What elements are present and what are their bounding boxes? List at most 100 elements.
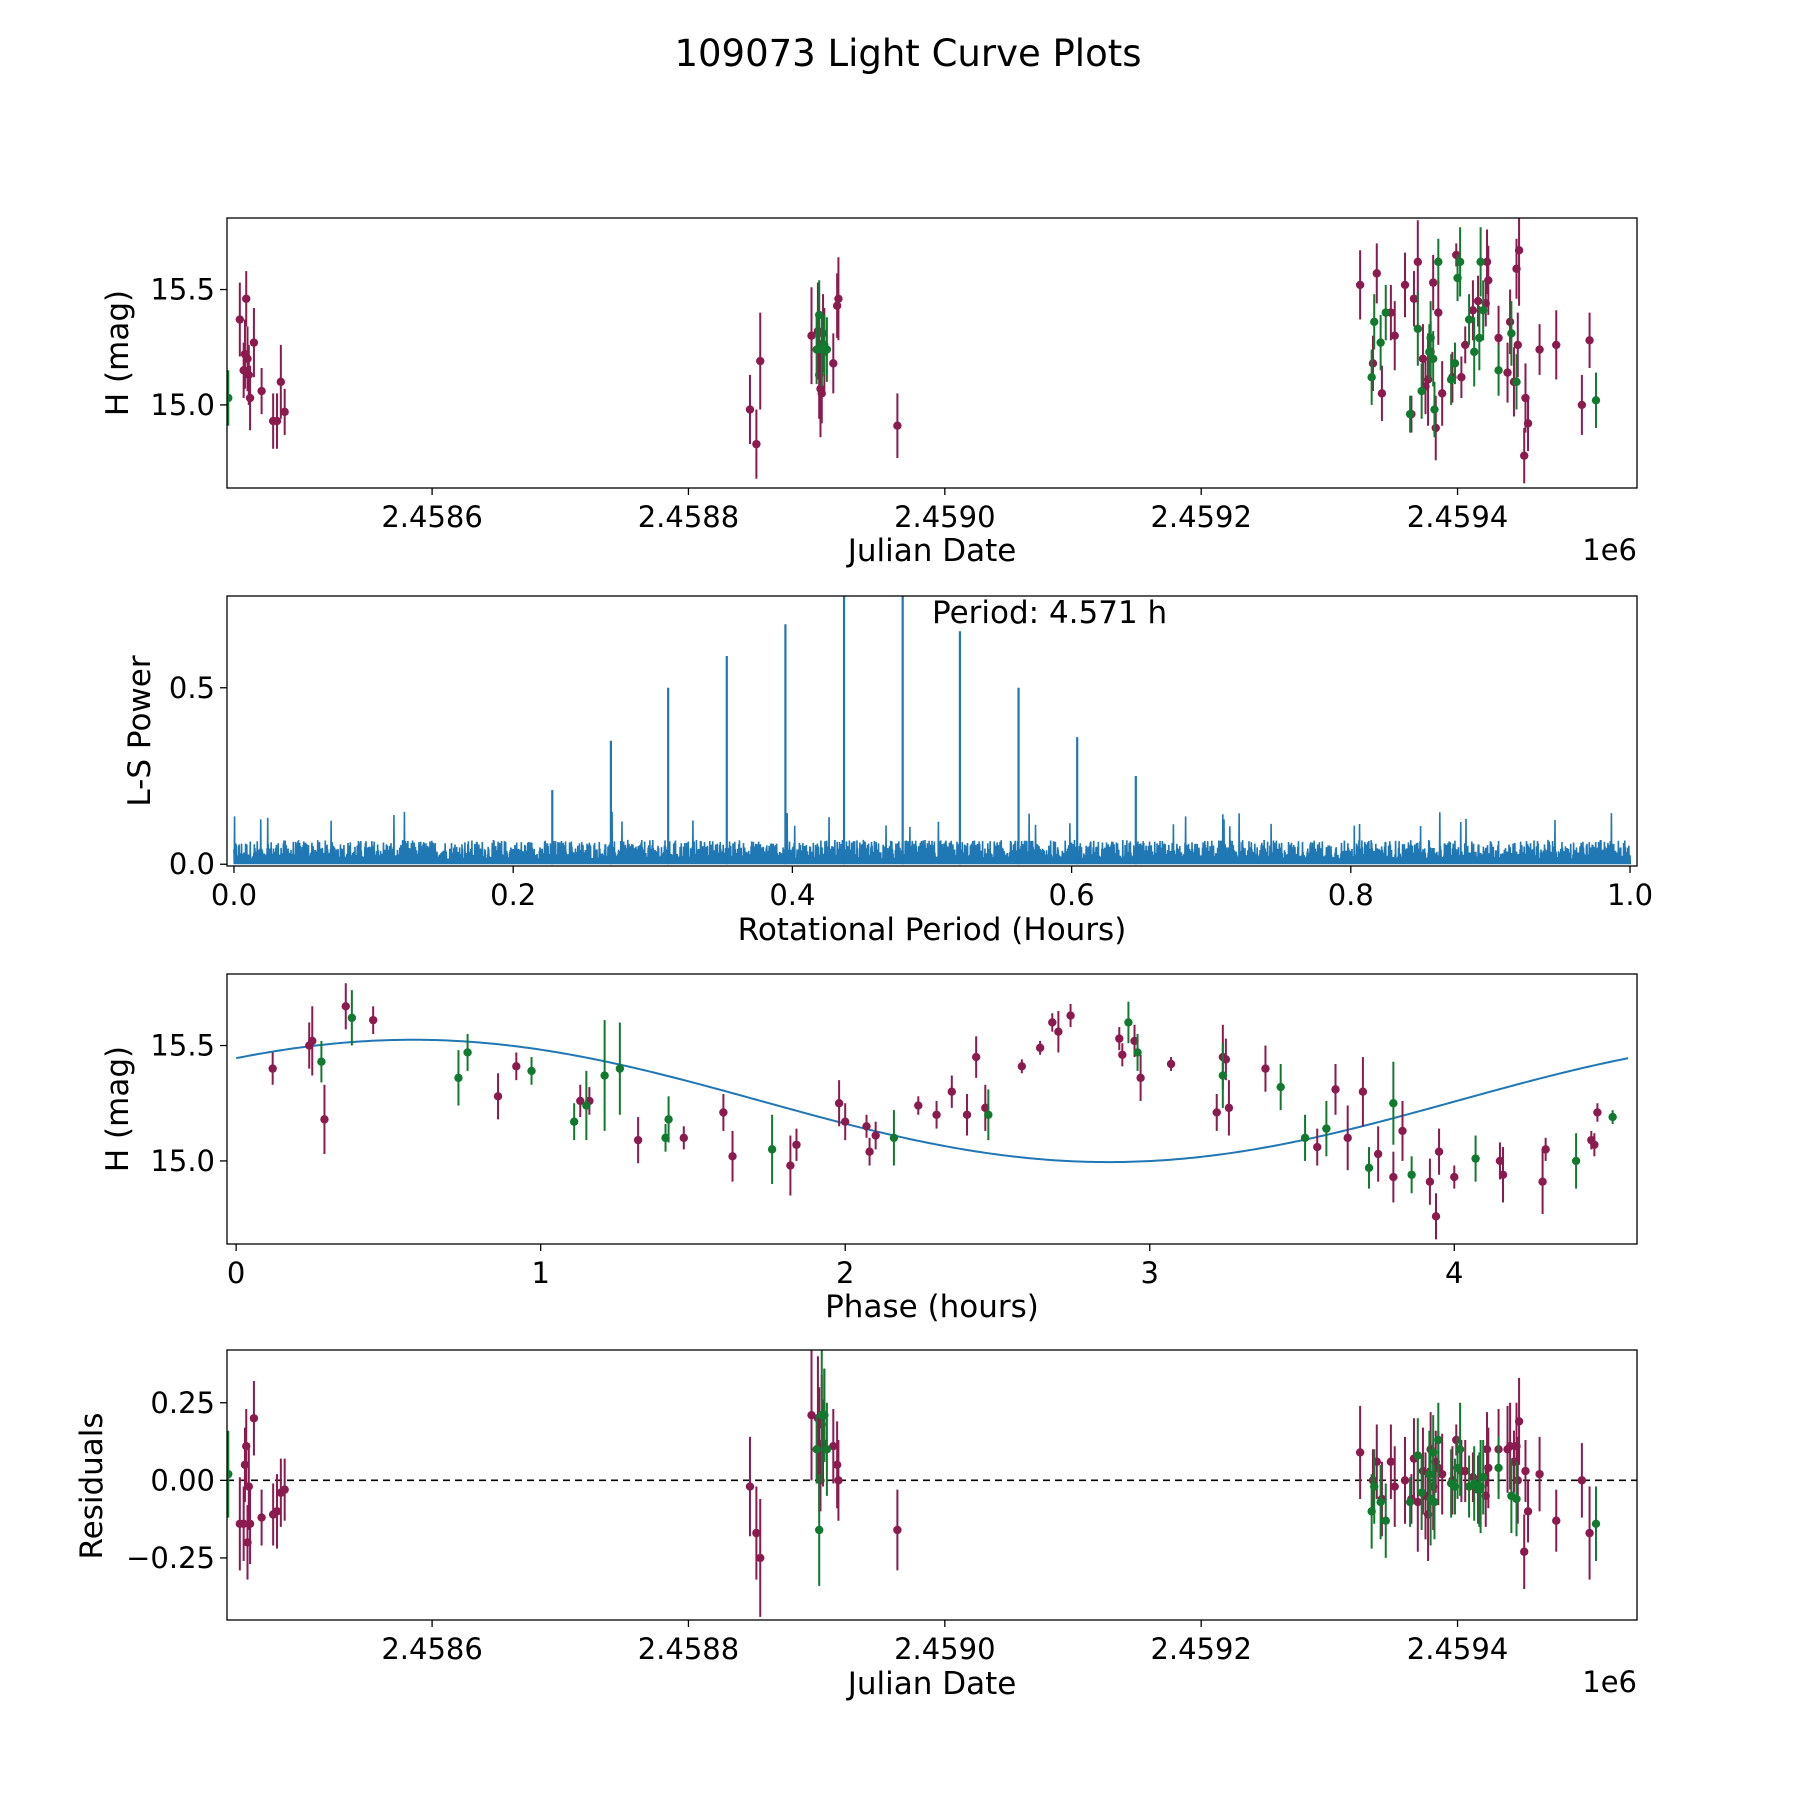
data-point — [1514, 218, 1524, 306]
point-marker — [745, 405, 755, 414]
data-point — [962, 1094, 972, 1136]
point-marker — [276, 377, 286, 387]
data-point — [1571, 1133, 1581, 1189]
data-point — [1471, 1135, 1480, 1182]
data-point — [347, 990, 357, 1046]
data-point — [841, 1103, 850, 1141]
point-marker — [1512, 377, 1521, 387]
data-point — [463, 1034, 472, 1071]
point-marker — [1450, 1172, 1459, 1182]
point-marker — [756, 356, 765, 366]
point-marker — [815, 1525, 824, 1535]
residuals-y-ticks: −0.25 0.00 0.25 — [126, 1386, 227, 1575]
point-marker — [1381, 1516, 1390, 1525]
periodogram-axes-frame — [226, 595, 1638, 867]
data-point — [1455, 227, 1465, 297]
data-point — [576, 1084, 585, 1118]
point-marker — [1430, 405, 1439, 414]
point-marker — [1484, 1463, 1493, 1473]
data-point — [1133, 1034, 1142, 1071]
point-marker — [463, 1048, 472, 1057]
residuals-x-offset: 1e6 — [1582, 1665, 1637, 1699]
data-point — [1585, 312, 1594, 368]
point-marker — [1261, 1064, 1270, 1073]
point-marker — [243, 354, 252, 363]
point-marker — [1017, 1062, 1027, 1071]
point-marker — [1434, 257, 1443, 267]
lightcurve-x-ticks: 2.4586 2.4588 2.4590 2.4592 2.4594 — [381, 488, 1508, 534]
point-marker — [347, 1013, 357, 1023]
x-tick-label: 2.4586 — [381, 1632, 482, 1666]
data-point — [308, 1006, 317, 1076]
data-point — [1373, 1126, 1383, 1182]
data-point — [822, 317, 832, 382]
point-marker — [317, 1057, 326, 1066]
point-marker — [1413, 1497, 1423, 1507]
point-marker — [1124, 1018, 1133, 1027]
data-point — [1552, 1489, 1561, 1552]
point-marker — [272, 1507, 282, 1516]
periodogram-plot: 0.0 0.2 0.4 0.6 0.8 1.0 0.0 0.5 Rotational Per… — [122, 595, 1653, 948]
point-marker — [1577, 1476, 1587, 1485]
point-marker — [1521, 1466, 1530, 1476]
data-point — [493, 1073, 503, 1120]
data-point — [1417, 1455, 1426, 1530]
x-tick-label: 0.8 — [1328, 878, 1374, 912]
point-marker — [1331, 1085, 1340, 1094]
lightcurve-plot: 2.4586 2.4588 2.4590 2.4592 2.4594 15.015.5 … — [100, 217, 1638, 569]
data-point — [752, 1486, 761, 1580]
point-marker — [249, 338, 259, 347]
point-marker — [1376, 1497, 1385, 1507]
data-point — [865, 1137, 874, 1166]
x-tick-label: 2.4588 — [638, 500, 739, 534]
point-marker — [1430, 1497, 1439, 1507]
data-point — [1224, 1080, 1234, 1136]
point-marker — [1457, 373, 1466, 382]
data-point — [756, 1498, 765, 1617]
data-point — [512, 1052, 521, 1081]
point-marker — [1478, 306, 1488, 315]
data-point — [1431, 1193, 1441, 1240]
data-point — [1409, 271, 1419, 327]
data-point — [1591, 372, 1601, 428]
data-point — [893, 393, 902, 458]
data-point — [1552, 310, 1561, 380]
data-point — [633, 1117, 643, 1164]
data-point — [1541, 1137, 1550, 1161]
point-marker — [756, 1553, 765, 1563]
data-point — [582, 1070, 591, 1141]
x-tick-label: 2.4590 — [894, 500, 995, 534]
point-marker — [865, 1147, 874, 1156]
phased-axes-frame — [226, 973, 1638, 1245]
phased-y-ticks: 15.0 15.5 — [150, 1029, 227, 1178]
point-marker — [576, 1096, 585, 1106]
point-marker — [1470, 347, 1479, 357]
point-marker — [244, 370, 253, 380]
point-marker — [1590, 1140, 1599, 1149]
point-marker — [893, 421, 902, 430]
point-marker — [1437, 1469, 1447, 1479]
data-point — [792, 1128, 801, 1161]
point-marker — [871, 1131, 880, 1140]
point-marker — [600, 1071, 609, 1080]
phased-y-label: H (mag) — [100, 1046, 136, 1172]
point-marker — [1505, 317, 1515, 327]
point-marker — [1577, 400, 1587, 410]
data-point — [320, 1084, 329, 1154]
data-point — [1523, 395, 1533, 452]
data-point — [1417, 363, 1426, 419]
data-point — [1430, 381, 1439, 438]
point-marker — [1313, 1142, 1322, 1152]
point-marker — [1389, 1172, 1398, 1182]
periodogram-x-ticks: 0.0 0.2 0.4 0.6 0.8 1.0 — [211, 866, 1653, 912]
data-point — [829, 1408, 838, 1484]
point-marker — [1484, 276, 1493, 285]
point-marker — [1478, 1473, 1488, 1482]
y-tick-label: −0.25 — [126, 1541, 215, 1575]
data-point — [257, 368, 266, 415]
data-point — [745, 374, 755, 445]
data-point — [1503, 342, 1512, 403]
data-point — [1118, 1043, 1127, 1067]
data-point — [1407, 1156, 1416, 1194]
point-marker — [280, 407, 289, 417]
